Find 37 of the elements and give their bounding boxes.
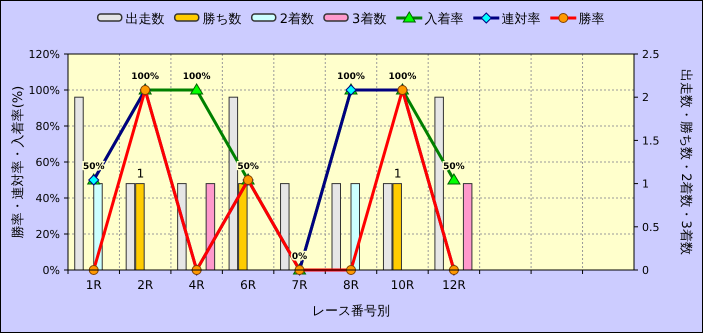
x-axis-title: レース番号別 [312,304,390,319]
y-tick-label: 60% [36,156,60,169]
data-label: 1 [136,166,144,181]
x-tick-label: 4R [188,278,205,292]
y2-tick-label: 2 [642,91,649,104]
legend-label: 3着数 [352,11,386,27]
y2-axis-title: 出走数・勝ち数・2着数・3着数 [678,69,694,255]
legend-label: 連対率 [501,11,540,27]
data-label: 100% [337,72,365,82]
x-tick-label: 1R [86,278,102,292]
data-label: 100% [131,72,160,82]
x-tick-label: 12R [442,278,466,292]
y2-tick-label: 2.5 [642,48,660,61]
x-tick-label: 10R [390,278,414,292]
legend-label: 出走数 [126,12,165,27]
data-label: 1 [394,166,402,181]
data-label: 100% [388,72,416,82]
x-tick-label: 7R [292,278,308,292]
legend-label: 入着率 [424,11,464,27]
y-tick-label: 0% [42,264,60,277]
y-tick-label: 80% [36,120,60,133]
y-tick-label: 20% [36,228,60,241]
data-label: 100% [182,72,211,82]
y2-tick-label: 0.5 [642,220,660,234]
legend-label: 2着数 [280,11,314,27]
y2-tick-label: 1.5 [642,134,660,148]
y-tick-label: 120% [28,48,60,61]
y-tick-label: 40% [36,192,60,205]
y-tick-label: 100% [28,84,60,97]
y2-tick-label: 1 [642,178,649,191]
x-tick-label: 8R [343,278,359,292]
legend-label: 勝ち数 [202,12,242,27]
x-tick-label: 2R [137,278,154,292]
legend-label: 勝率 [578,11,604,27]
y2-tick-label: 0 [642,264,649,277]
x-tick-label: 6R [240,278,256,292]
y-axis-title: 勝率・連対率・入着率(%) [10,86,26,238]
